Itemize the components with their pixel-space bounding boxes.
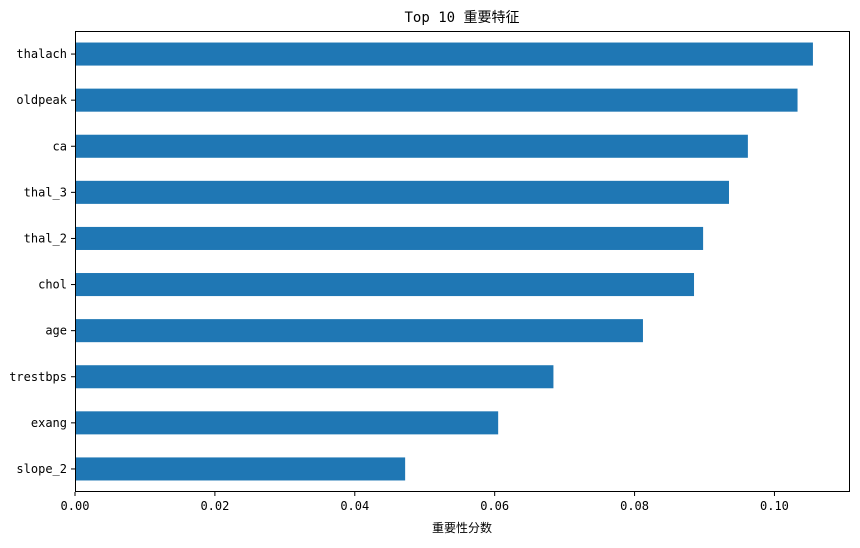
y-tick-label: age [45,324,67,338]
bar-thalach [75,42,813,66]
y-tick-label: ca [53,139,67,153]
y-tick-label: thalach [16,47,67,61]
y-tick-label: exang [31,416,67,430]
y-tick-label: slope_2 [16,462,67,476]
bar-thal_2 [75,226,704,250]
bar-age [75,319,643,343]
x-axis-label: 重要性分数 [432,520,492,535]
y-tick-label: thal_2 [24,231,67,245]
x-tick-label: 0.00 [61,499,90,513]
x-tick-label: 0.08 [620,499,649,513]
y-tick-label: thal_3 [24,185,67,199]
x-tick-label: 0.02 [200,499,229,513]
bar-thal_3 [75,180,729,204]
chart-title: Top 10 重要特征 [404,10,519,26]
y-tick-label: oldpeak [16,93,67,107]
x-ticks-layer: 0.00 0.02 0.04 0.06 0.08 0.10 [61,492,789,513]
bar-slope_2 [75,457,406,481]
y-tick-label: chol [38,278,67,292]
bar-chol [75,273,695,297]
x-tick-label: 0.06 [480,499,509,513]
bars-layer [75,42,813,481]
plot-frame [75,31,850,492]
x-tick-label: 0.04 [340,499,369,513]
y-tick-label: trestbps [9,370,67,384]
axes-layer [75,31,850,492]
bar-exang [75,411,499,435]
x-tick-label: 0.10 [760,499,789,513]
bar-oldpeak [75,88,798,112]
bar-trestbps [75,365,554,389]
bar-ca [75,134,748,158]
